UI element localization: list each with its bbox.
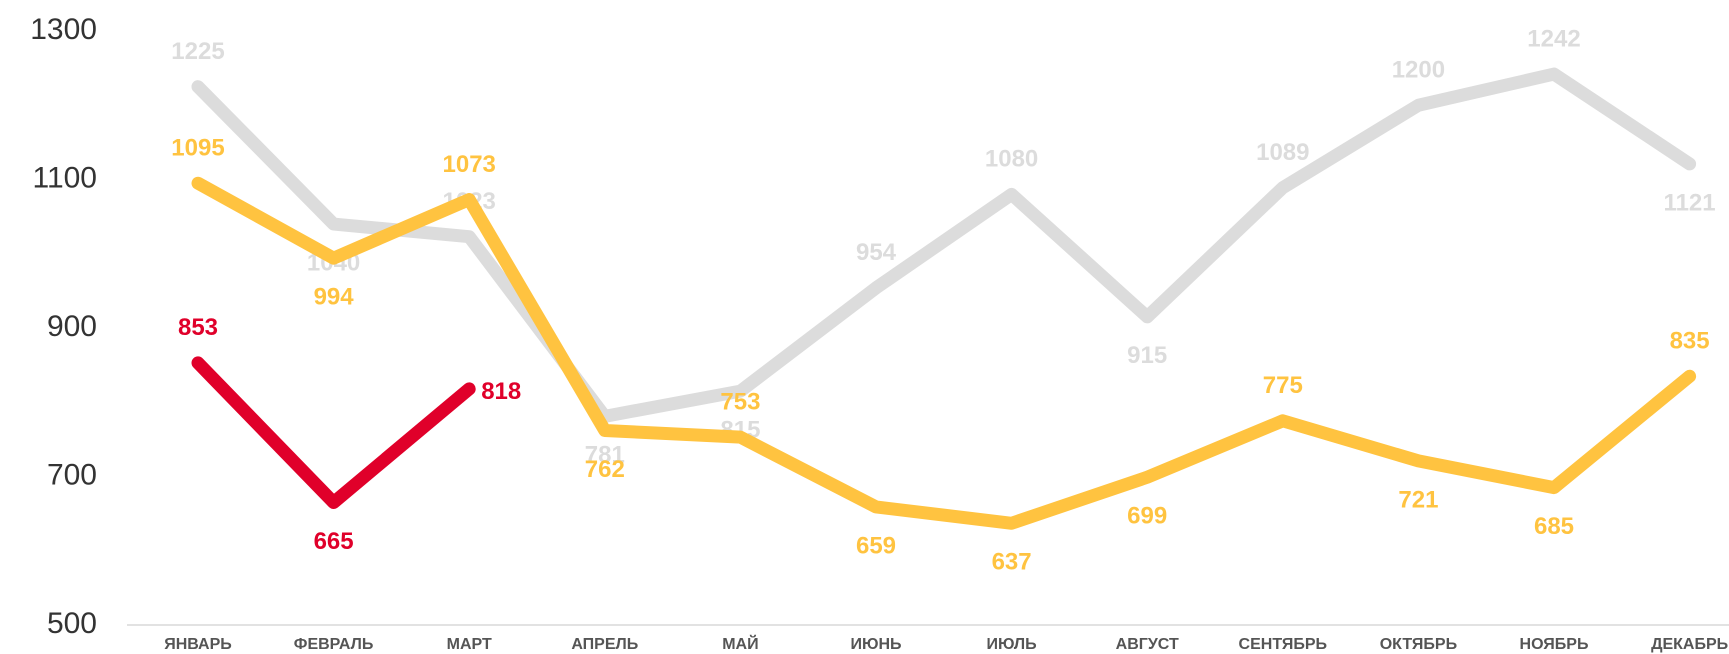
data-label: 637 <box>992 549 1032 576</box>
x-tick-label: СЕНТЯБРЬ <box>1239 636 1328 653</box>
data-label: 1200 <box>1392 57 1445 84</box>
y-tick-label: 1300 <box>30 13 97 46</box>
x-tick-label: ИЮНЬ <box>850 636 901 653</box>
x-tick-label: ОКТЯБРЬ <box>1380 636 1457 653</box>
line-series <box>191 356 476 509</box>
data-label: 685 <box>1534 513 1574 540</box>
data-label: 818 <box>481 378 521 405</box>
y-tick-label: 700 <box>47 458 97 491</box>
x-tick-label: АВГУСТ <box>1116 636 1179 653</box>
line-series <box>191 176 1697 530</box>
data-label: 835 <box>1670 328 1710 355</box>
data-label: 762 <box>585 456 625 483</box>
x-tick-label: НОЯБРЬ <box>1520 636 1589 653</box>
data-label: 853 <box>178 314 218 341</box>
data-label: 1073 <box>443 151 496 178</box>
data-label: 659 <box>856 532 896 559</box>
data-label: 665 <box>314 528 354 555</box>
data-label: 753 <box>720 388 760 415</box>
x-tick-label: ИЮЛЬ <box>987 636 1037 653</box>
x-tick-label: МАЙ <box>722 634 758 653</box>
y-tick-label: 900 <box>47 310 97 343</box>
x-tick-label: ДЕКАБРЬ <box>1651 636 1728 653</box>
x-tick-label: ФЕВРАЛЬ <box>294 636 374 653</box>
data-label: 699 <box>1127 503 1167 530</box>
data-label: 954 <box>856 239 897 266</box>
data-label: 994 <box>314 284 355 311</box>
data-label: 1225 <box>171 38 224 65</box>
x-tick-label: ЯНВАРЬ <box>164 636 232 653</box>
data-label: 915 <box>1127 342 1167 369</box>
data-label: 1242 <box>1527 25 1580 52</box>
data-label: 1089 <box>1256 139 1309 166</box>
y-tick-label: 500 <box>47 607 97 640</box>
data-label: 1121 <box>1664 189 1716 216</box>
x-tick-label: МАРТ <box>447 636 492 653</box>
data-label: 775 <box>1263 372 1303 399</box>
y-tick-label: 1100 <box>32 161 97 194</box>
line-series <box>191 67 1697 423</box>
data-label: 781 <box>585 442 625 469</box>
data-label: 721 <box>1398 486 1438 513</box>
x-tick-label: АПРЕЛЬ <box>571 636 638 653</box>
data-label: 1095 <box>171 135 224 162</box>
data-label: 1080 <box>985 146 1038 173</box>
